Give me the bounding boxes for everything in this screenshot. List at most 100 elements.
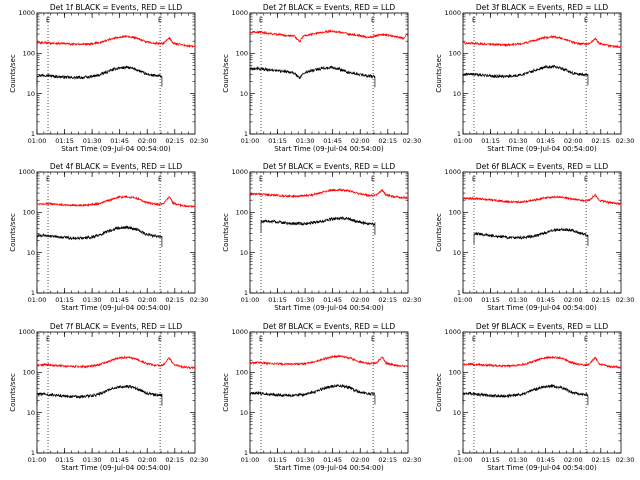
chart-title: Det 9f BLACK = Events, RED = LLD [476,322,609,331]
y-axis-label: Counts/sec [435,54,443,93]
x-tick-label: 01:30 [509,137,528,145]
y-axis-label: Counts/sec [222,54,230,93]
plot-frame [462,12,622,135]
y-tick-label: 1000 [444,328,461,336]
y-tick-label: 1 [244,449,248,457]
x-tick-label: 01:15 [481,456,500,464]
x-tick-label: 01:00 [241,137,260,145]
x-tick-label: 01:45 [110,456,129,464]
x-tick-label: 01:30 [296,137,315,145]
chart-panel-3: Det 3f BLACK = Events, RED = LLD 1 10 100 10… [435,3,634,153]
x-axis-label: Start Time (09-Jul-04 00:54:00) [274,145,384,153]
lld-series-line [249,354,409,368]
x-tick-label: 02:15 [165,296,184,304]
x-axis-label: Start Time (09-Jul-04 00:54:00) [487,145,597,153]
chart-panel-6: Det 6f BLACK = Events, RED = LLD 1 10 100 10… [435,162,634,312]
y-tick-label: 1 [244,289,248,297]
plot-frame [36,171,196,294]
x-tick-label: 01:30 [296,456,315,464]
chart-panel-7: Det 7f BLACK = Events, RED = LLD 1 10 100 10… [9,322,208,472]
flag-marker-label: E [46,175,50,183]
chart-title: Det 1f BLACK = Events, RED = LLD [50,3,183,12]
x-tick-label: 01:00 [241,456,260,464]
x-tick-label: 02:00 [138,137,157,145]
y-tick-label: 100 [23,369,35,377]
y-tick-label: 1 [457,130,461,138]
x-tick-label: 01:45 [536,137,555,145]
y-tick-label: 10 [27,90,35,98]
plot-frame [462,171,622,294]
x-tick-label: 02:30 [403,296,422,304]
y-tick-label: 1000 [18,168,35,176]
lld-series-line [36,34,196,49]
lld-series-line [462,193,622,206]
y-axis-label: Counts/sec [435,213,443,252]
x-tick-label: 02:15 [591,137,610,145]
x-tick-label: 01:00 [454,137,473,145]
plot-frame [249,331,409,454]
x-tick-label: 02:30 [190,137,209,145]
x-tick-label: 02:30 [616,296,635,304]
x-tick-label: 02:30 [190,456,209,464]
x-tick-label: 02:30 [403,456,422,464]
y-tick-label: 10 [453,249,461,257]
y-tick-label: 1000 [231,328,248,336]
x-tick-label: 01:30 [83,456,102,464]
x-tick-label: 01:00 [28,137,47,145]
x-axis-label: Start Time (09-Jul-04 00:54:00) [61,464,171,472]
x-tick-label: 02:30 [190,296,209,304]
y-axis-label: Counts/sec [222,213,230,252]
x-tick-label: 01:45 [110,296,129,304]
y-tick-label: 1 [244,130,248,138]
y-tick-label: 100 [449,369,461,377]
x-tick-label: 02:00 [351,296,370,304]
x-tick-label: 02:15 [378,137,397,145]
plot-frame [36,12,196,135]
x-tick-label: 02:15 [591,456,610,464]
flag-marker-label: E [371,16,375,24]
y-tick-label: 1 [31,449,35,457]
y-axis-label: Counts/sec [435,373,443,412]
x-tick-label: 01:45 [323,137,342,145]
x-tick-label: 02:00 [564,296,583,304]
flag-marker-label: E [371,175,375,183]
x-tick-label: 01:15 [481,296,500,304]
events-series-line [36,65,163,87]
x-tick-label: 01:00 [28,456,47,464]
chart-title: Det 3f BLACK = Events, RED = LLD [476,3,609,12]
y-tick-label: 1 [457,289,461,297]
events-series-line [36,225,163,248]
x-tick-label: 01:15 [268,137,287,145]
lld-series-line [462,355,622,369]
flag-marker-label: E [158,175,162,183]
x-tick-label: 02:00 [564,456,583,464]
x-tick-label: 01:45 [323,296,342,304]
lld-series-line [36,194,196,209]
y-tick-label: 10 [240,409,248,417]
chart-title: Det 6f BLACK = Events, RED = LLD [476,162,609,171]
lld-series-line [249,28,409,43]
chart-panel-8: Det 8f BLACK = Events, RED = LLD 1 10 100 10… [222,322,421,472]
x-tick-label: 01:15 [55,296,74,304]
x-tick-label: 02:15 [378,456,397,464]
chart-title: Det 8f BLACK = Events, RED = LLD [263,322,396,331]
y-tick-label: 10 [453,409,461,417]
x-tick-label: 01:15 [268,296,287,304]
x-axis-label: Start Time (09-Jul-04 00:54:00) [61,145,171,153]
y-tick-label: 1000 [231,9,248,17]
x-axis-label: Start Time (09-Jul-04 00:54:00) [274,464,384,472]
chart-panel-4: Det 4f BLACK = Events, RED = LLD 1 10 100 10… [9,162,208,312]
flag-marker-label: E [584,16,588,24]
x-axis-label: Start Time (09-Jul-04 00:54:00) [274,304,384,312]
x-tick-label: 01:45 [536,456,555,464]
chart-panel-1: Det 1f BLACK = Events, RED = LLD 1 10 100 10… [9,3,208,153]
y-tick-label: 100 [449,50,461,58]
chart-title: Det 7f BLACK = Events, RED = LLD [50,322,183,331]
x-tick-label: 01:30 [296,296,315,304]
x-tick-label: 01:00 [28,296,47,304]
x-tick-label: 02:30 [403,137,422,145]
x-tick-label: 01:30 [83,296,102,304]
events-series-line [462,64,589,86]
x-tick-label: 02:15 [378,296,397,304]
y-tick-label: 100 [23,209,35,217]
